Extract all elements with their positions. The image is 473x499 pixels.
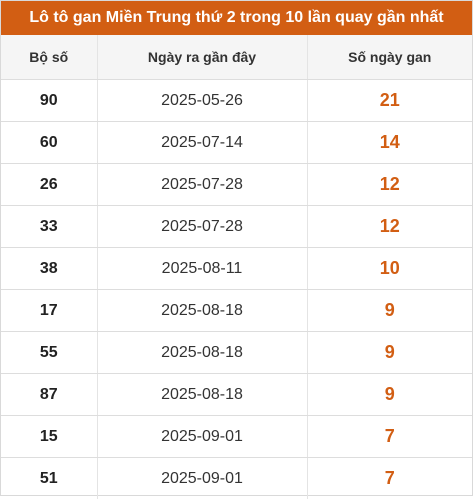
gan-days: 21 — [307, 80, 472, 122]
table-row: 90 2025-05-26 21 — [1, 80, 472, 122]
last-seen-date: 2025-08-11 — [97, 248, 307, 290]
last-seen-date: 2025-07-28 — [97, 206, 307, 248]
gan-days: 7 — [307, 458, 472, 499]
lotto-number: 15 — [1, 416, 97, 458]
lotto-number: 26 — [1, 164, 97, 206]
table-row: 33 2025-07-28 12 — [1, 206, 472, 248]
table-row: 55 2025-08-18 9 — [1, 332, 472, 374]
gan-days: 10 — [307, 248, 472, 290]
lotto-number: 51 — [1, 458, 97, 499]
gan-days: 12 — [307, 206, 472, 248]
table-row: 15 2025-09-01 7 — [1, 416, 472, 458]
gan-table: Bộ số Ngày ra gần đây Số ngày gan 90 202… — [1, 35, 472, 499]
lotto-number: 87 — [1, 374, 97, 416]
last-seen-date: 2025-08-18 — [97, 374, 307, 416]
gan-days: 9 — [307, 332, 472, 374]
last-seen-date: 2025-08-18 — [97, 332, 307, 374]
lotto-number: 17 — [1, 290, 97, 332]
lotto-number: 55 — [1, 332, 97, 374]
column-header-days: Số ngày gan — [307, 35, 472, 80]
table-row: 26 2025-07-28 12 — [1, 164, 472, 206]
gan-days: 9 — [307, 374, 472, 416]
column-header-date: Ngày ra gần đây — [97, 35, 307, 80]
lotto-number: 33 — [1, 206, 97, 248]
last-seen-date: 2025-07-28 — [97, 164, 307, 206]
column-header-number: Bộ số — [1, 35, 97, 80]
table-row: 87 2025-08-18 9 — [1, 374, 472, 416]
last-seen-date: 2025-09-01 — [97, 416, 307, 458]
lotto-number: 60 — [1, 122, 97, 164]
table-row: 60 2025-07-14 14 — [1, 122, 472, 164]
table-row: 51 2025-09-01 7 — [1, 458, 472, 499]
last-seen-date: 2025-09-01 — [97, 458, 307, 499]
table-row: 17 2025-08-18 9 — [1, 290, 472, 332]
gan-days: 7 — [307, 416, 472, 458]
table-row: 38 2025-08-11 10 — [1, 248, 472, 290]
last-seen-date: 2025-08-18 — [97, 290, 307, 332]
lotto-number: 38 — [1, 248, 97, 290]
gan-days: 14 — [307, 122, 472, 164]
gan-days: 12 — [307, 164, 472, 206]
table-header-row: Bộ số Ngày ra gần đây Số ngày gan — [1, 35, 472, 80]
lotto-number: 90 — [1, 80, 97, 122]
last-seen-date: 2025-05-26 — [97, 80, 307, 122]
gan-days: 9 — [307, 290, 472, 332]
last-seen-date: 2025-07-14 — [97, 122, 307, 164]
page-title: Lô tô gan Miền Trung thứ 2 trong 10 lần … — [1, 1, 472, 35]
